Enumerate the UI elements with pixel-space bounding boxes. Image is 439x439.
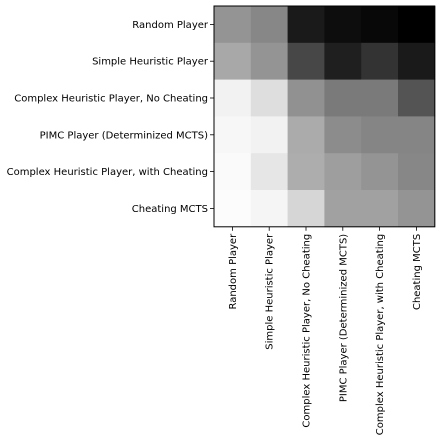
heatmap-cell <box>287 116 325 154</box>
heatmap-cell <box>287 42 325 80</box>
heatmap-cell <box>324 116 362 154</box>
heatmap-cell <box>214 79 252 117</box>
heatmap-cell <box>214 6 252 44</box>
heatmap-cell <box>287 6 325 44</box>
heatmap-cell <box>324 79 362 117</box>
x-axis-ticks: Random Player Simple Heuristic Player Comp… <box>228 226 423 435</box>
heatmap-cell <box>398 42 436 80</box>
x-tick-label: Cheating MCTS <box>412 234 423 310</box>
heatmap-cell <box>214 190 252 228</box>
heatmap-cell <box>398 153 436 191</box>
heatmap-cell <box>287 79 325 117</box>
heatmap-cell <box>398 116 436 154</box>
x-tick-label: Simple Heuristic Player <box>265 233 276 350</box>
heatmap-cell <box>361 79 399 117</box>
y-tick-label: Simple Heuristic Player <box>92 57 209 68</box>
heatmap-cell <box>287 153 325 191</box>
heatmap-cells <box>214 6 436 228</box>
heatmap-cell <box>361 6 399 44</box>
heatmap-cell <box>324 42 362 80</box>
heatmap-cell <box>361 190 399 228</box>
heatmap-cell <box>398 79 436 117</box>
heatmap-cell <box>324 190 362 228</box>
x-tick-label: PIMC Player (Determinized MCTS) <box>338 234 349 402</box>
heatmap-cell <box>398 190 436 228</box>
heatmap-cell <box>361 116 399 154</box>
heatmap-cell <box>250 42 288 80</box>
heatmap-cell <box>250 153 288 191</box>
x-tick-label: Complex Heuristic Player, No Cheating <box>302 234 313 428</box>
heatmap-cell <box>361 42 399 80</box>
heatmap-cell <box>214 116 252 154</box>
heatmap-cell <box>250 190 288 228</box>
y-tick-label: Random Player <box>132 20 209 31</box>
heatmap-cell <box>324 6 362 44</box>
heatmap-cell <box>398 6 436 44</box>
y-tick-label: Cheating MCTS <box>132 204 208 215</box>
heatmap-cell <box>287 190 325 228</box>
heatmap-cell <box>250 6 288 44</box>
x-tick-label: Random Player <box>228 233 239 310</box>
y-tick-label: PIMC Player (Determinized MCTS) <box>40 130 208 141</box>
heatmap-cell <box>250 116 288 154</box>
heatmap-cell <box>250 79 288 117</box>
heatmap-cell <box>324 153 362 191</box>
heatmap-cell <box>214 153 252 191</box>
heatmap-cell <box>214 42 252 80</box>
y-axis-ticks: Random Player Simple Heuristic Player Comp… <box>7 20 214 215</box>
plot-frame <box>213 5 436 228</box>
y-tick-label: Complex Heuristic Player, with Cheating <box>7 167 208 178</box>
x-tick-label: Complex Heuristic Player, with Cheating <box>375 234 386 435</box>
y-tick-label: Complex Heuristic Player, No Cheating <box>14 94 208 105</box>
heatmap-cell <box>361 153 399 191</box>
